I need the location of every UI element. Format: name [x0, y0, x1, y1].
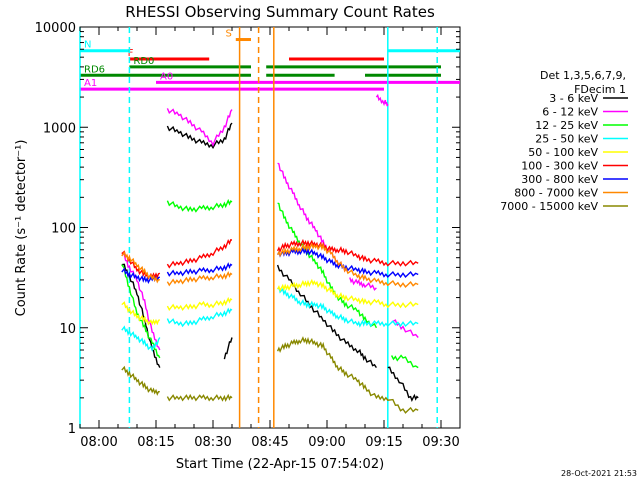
series-line [166, 307, 233, 328]
series-line [121, 325, 161, 353]
y-tick-label: 10 [59, 322, 76, 337]
series-line [375, 93, 389, 107]
series-line [166, 198, 233, 213]
x-tick-label: 09:15 [365, 435, 402, 450]
series-line [166, 122, 233, 150]
series-line [277, 202, 378, 329]
series-line [276, 238, 419, 267]
flag-label: A0 [160, 71, 173, 82]
legend-entry-label: 7000 - 15000 keV [500, 200, 598, 213]
series-line [166, 393, 233, 402]
flag-label: RD6 [84, 64, 105, 75]
series-line [276, 278, 419, 309]
y-tick-label: 100 [51, 222, 76, 237]
legend-entry-label: 300 - 800 keV [521, 173, 598, 186]
series-line [166, 262, 233, 277]
series-line [166, 270, 233, 287]
series-line [121, 252, 161, 351]
flag-label: F [128, 48, 134, 59]
timestamp: 28-Oct-2021 21:53 [561, 469, 637, 478]
vertical-markers [79, 27, 438, 428]
series-line [121, 365, 160, 396]
series-line [166, 238, 233, 269]
plot-frame [79, 26, 461, 429]
legend-entry-label: 50 - 100 keV [528, 146, 598, 159]
legend-entry-label: 3 - 6 keV [549, 92, 598, 105]
legend-title: Det 1,3,5,6,7,9, [540, 69, 626, 82]
legend-entry-label: 100 - 300 keV [521, 160, 598, 173]
x-tick-label: 08:45 [251, 435, 288, 450]
flag-label: S [225, 29, 231, 40]
flag-label: RD0 [133, 56, 154, 67]
flag-label: A1 [84, 78, 97, 89]
series-line [387, 366, 419, 402]
series-line [166, 108, 233, 148]
y-tick-label: 10000 [35, 21, 76, 36]
x-tick-label: 08:30 [194, 435, 231, 450]
x-axis: 08:00 08:15 08:30 08:45 09:00 09:15 09:30 [79, 27, 461, 450]
series-line [276, 336, 419, 414]
data-series [121, 93, 419, 414]
series-line [121, 301, 161, 326]
y-tick-label: 1 [68, 422, 76, 437]
legend-entry-label: 6 - 12 keV [542, 106, 598, 119]
legend-title: FDecim 1 [574, 83, 626, 96]
flag-label: N [84, 40, 91, 51]
series-line [166, 296, 233, 311]
legend-entry-label: 800 - 7000 keV [514, 187, 598, 200]
y-tick-label: 1000 [43, 121, 76, 136]
y-axis: 1 10 100 1000 10000 [35, 21, 460, 437]
series-line [276, 242, 419, 288]
series-line [121, 250, 160, 284]
x-tick-label: 09:00 [308, 435, 345, 450]
series-line [223, 337, 233, 360]
x-tick-label: 09:30 [422, 435, 459, 450]
legend-entry-label: 25 - 50 keV [535, 133, 598, 146]
chart-title: RHESSI Observing Summary Count Rates [125, 3, 435, 21]
series-line [390, 354, 419, 369]
legend-entry-label: 12 - 25 keV [535, 119, 598, 132]
series-line [276, 247, 419, 279]
series-line [349, 277, 377, 291]
y-axis-label: Count Rate (s⁻¹ detector⁻¹) [14, 140, 29, 317]
x-tick-label: 08:15 [137, 435, 174, 450]
series-line [121, 264, 161, 359]
x-tick-label: 08:00 [80, 435, 117, 450]
x-axis-label: Start Time (22-Apr-15 07:54:02) [176, 457, 384, 472]
series-line [277, 286, 419, 328]
series-line [391, 319, 419, 338]
